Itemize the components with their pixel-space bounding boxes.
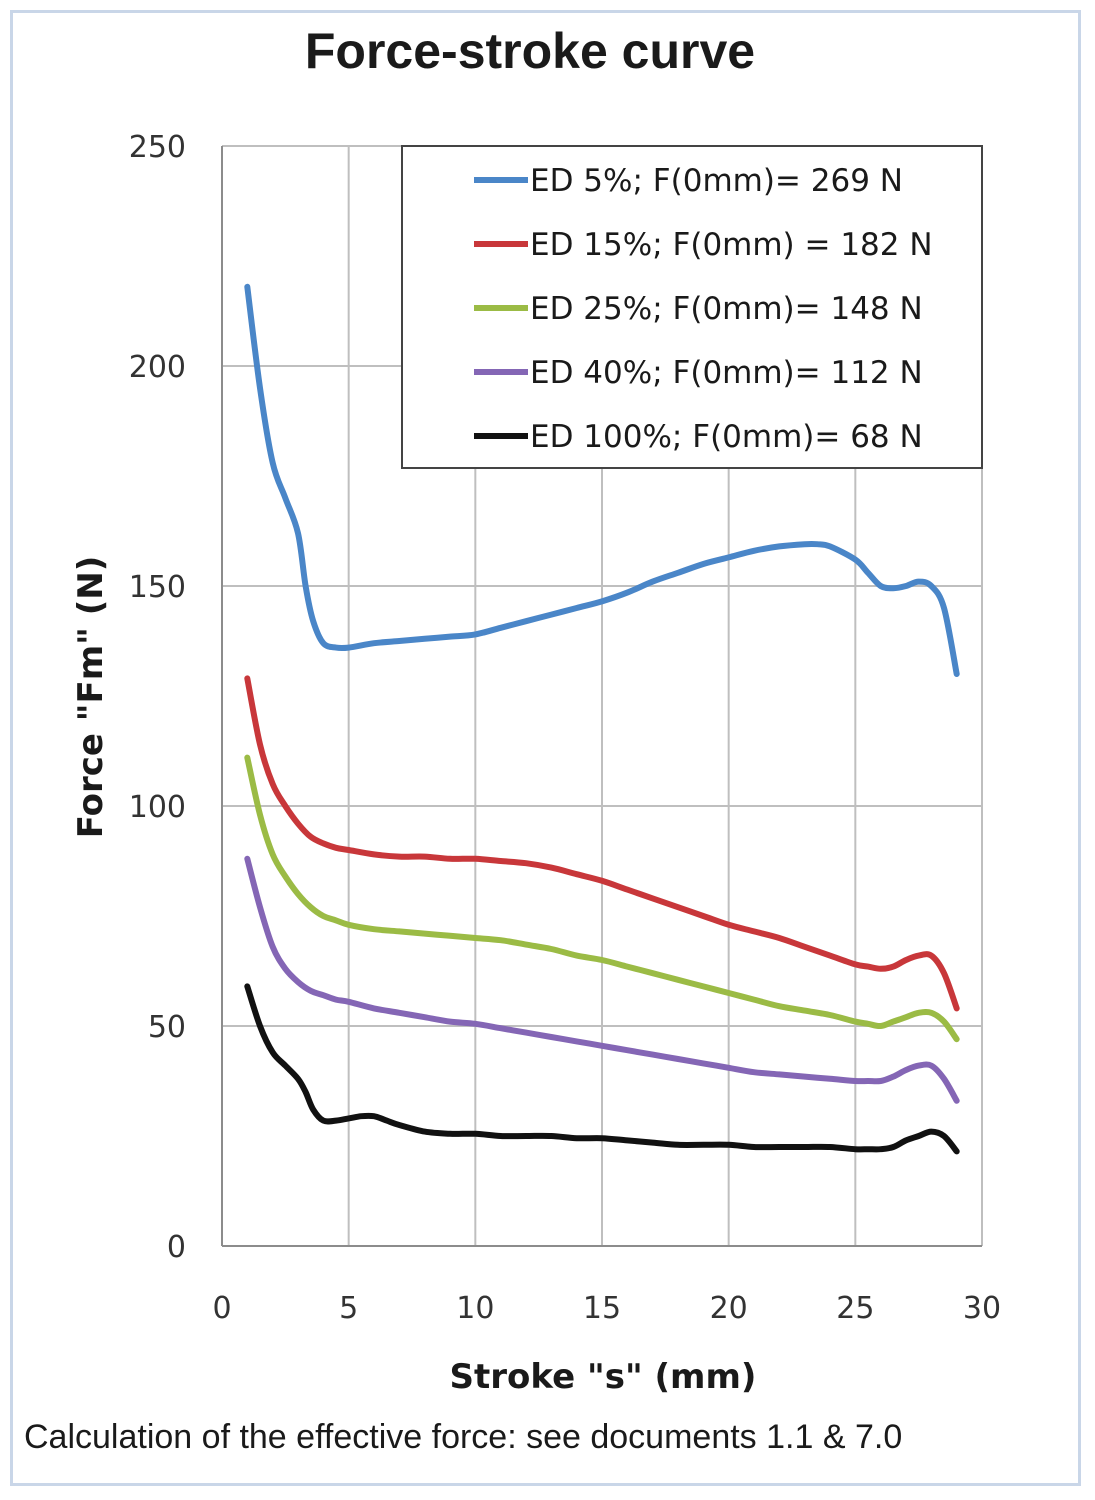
legend-label: ED 40%; F(0mm)= 112 N [530,355,923,391]
series-lines [244,283,960,1155]
series-line [244,675,960,1012]
legend: ED 5%; F(0mm)= 269 N ED 15%; F(0mm) = 182… [401,145,983,469]
footer-caption: Calculation of the effective force: see … [24,1418,903,1456]
legend-label: ED 15%; F(0mm) = 182 N [530,227,933,263]
x-tick-label: 30 [963,1291,1001,1326]
x-tick-label: 10 [456,1291,494,1326]
y-axis-label: Force "Fm" (N) [71,556,111,838]
y-tick-label: 0 [167,1230,186,1265]
y-tick-label: 100 [129,790,186,825]
x-tick-label: 25 [836,1291,874,1326]
chart-title: Force-stroke curve [304,23,756,79]
y-tick-label: 150 [129,570,186,605]
series-line [244,983,960,1155]
x-tick-label: 5 [339,1291,358,1326]
tick-labels: 0 5 10 15 20 25 30 0 50 100 150 200 250 [129,130,1001,1326]
legend-label: ED 5%; F(0mm)= 269 N [530,163,903,199]
series-line [244,283,960,677]
x-tick-label: 15 [583,1291,621,1326]
y-tick-label: 50 [148,1010,186,1045]
series-line [244,754,960,1043]
y-tick-label: 200 [129,350,186,385]
legend-label: ED 25%; F(0mm)= 148 N [530,291,923,327]
x-tick-label: 20 [710,1291,748,1326]
legend-label: ED 100%; F(0mm)= 68 N [530,419,923,455]
series-line [244,855,960,1104]
axes [221,146,982,1247]
y-tick-label: 250 [129,130,186,165]
x-tick-label: 0 [212,1291,231,1326]
x-axis-label: Stroke "s" (mm) [450,1357,757,1397]
